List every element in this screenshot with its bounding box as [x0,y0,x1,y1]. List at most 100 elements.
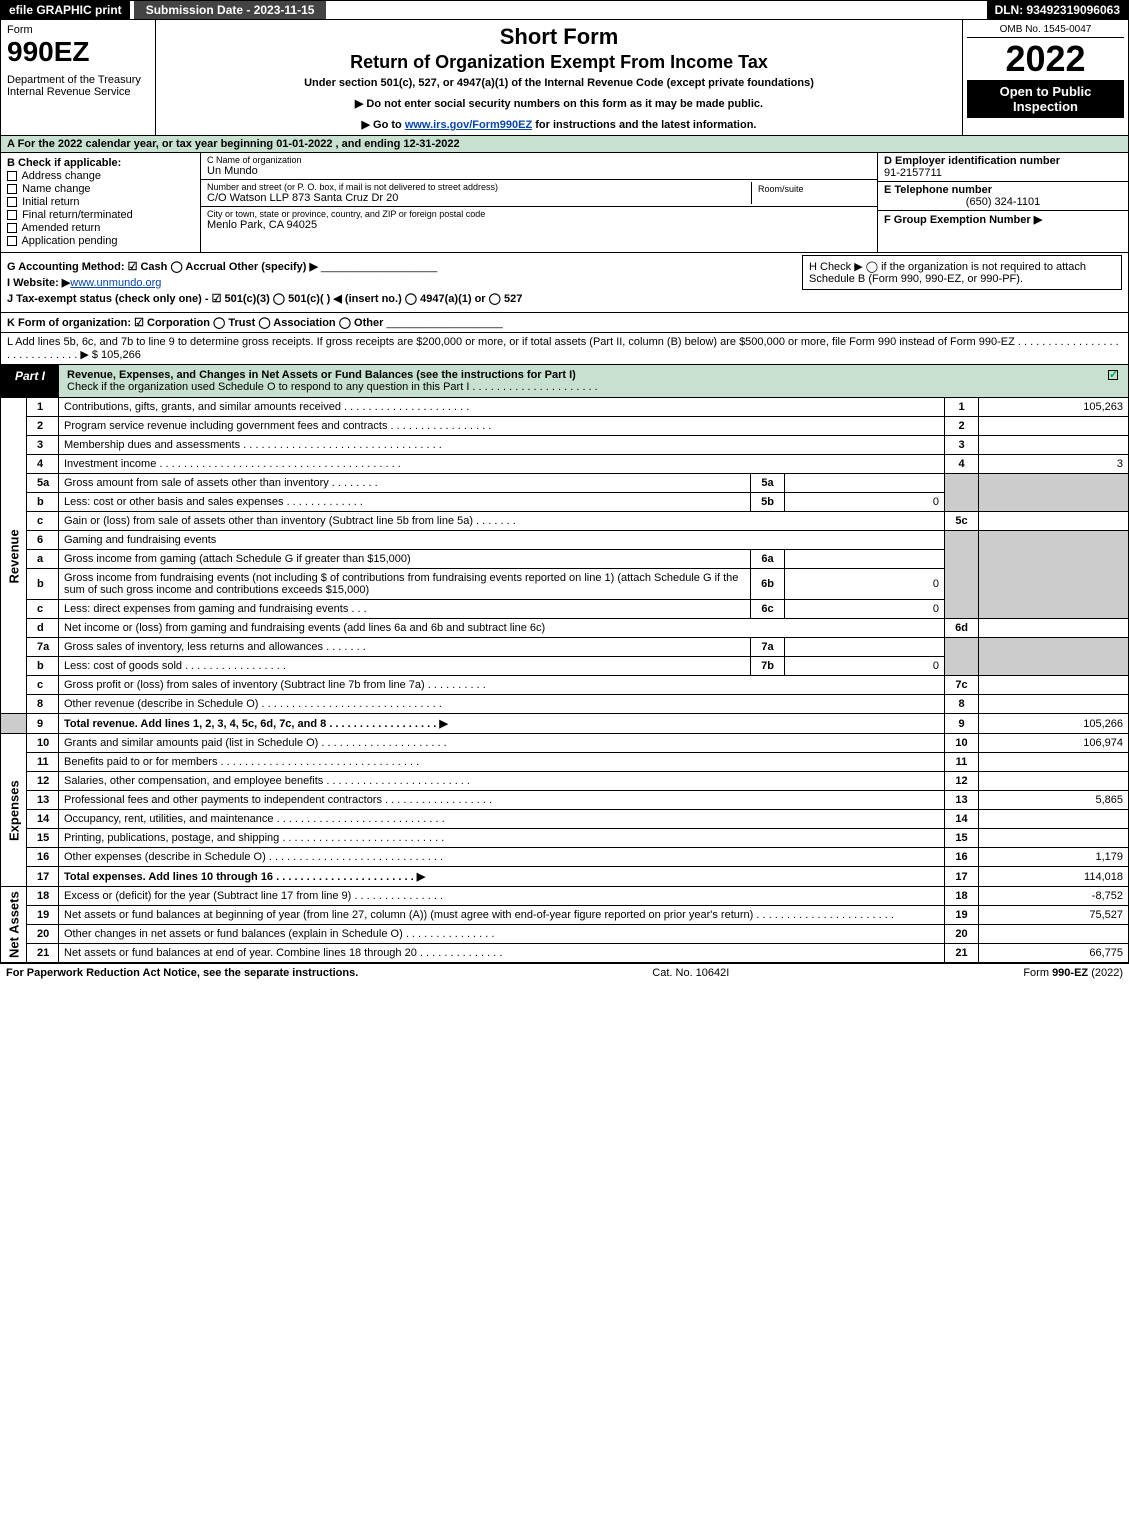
year-block: OMB No. 1545-0047 2022 Open to Public In… [963,20,1128,135]
line19-desc: Net assets or fund balances at beginning… [64,909,753,921]
line6d-desc: Net income or (loss) from gaming and fun… [59,619,945,638]
b-label: B Check if applicable: [7,157,121,169]
line21-value: 66,775 [979,944,1129,963]
chk-final-return[interactable]: Final return/terminated [7,209,194,221]
form-header: Form 990EZ Department of the Treasury In… [0,20,1129,136]
line5a-desc: Gross amount from sale of assets other t… [64,477,329,489]
f-group-label: F Group Exemption Number ▶ [884,214,1042,226]
chk-application-pending[interactable]: Application pending [7,235,194,247]
line5b-value: 0 [785,493,945,512]
line-j: J Tax-exempt status (check only one) - ☑… [7,292,1122,305]
line-h: H Check ▶ ◯ if the organization is not r… [802,255,1122,290]
line12-desc: Salaries, other compensation, and employ… [64,775,323,787]
line5c-desc: Gain or (loss) from sale of assets other… [64,515,473,527]
part1-tab: Part I [1,365,59,397]
line8-desc: Other revenue (describe in Schedule O) [64,698,258,710]
part1-title: Revenue, Expenses, and Changes in Net As… [59,365,1100,397]
line7b-desc: Less: cost of goods sold [64,660,182,672]
line7a-desc: Gross sales of inventory, less returns a… [64,641,323,653]
irs-link[interactable]: www.irs.gov/Form990EZ [405,119,532,131]
website-link[interactable]: www.unmundo.org [70,277,161,289]
short-form-title: Short Form [164,24,954,50]
line6c-value: 0 [785,600,945,619]
chk-name-change[interactable]: Name change [7,183,194,195]
gross-receipts-value: 105,266 [101,349,141,361]
topbar: efile GRAPHIC print Submission Date - 20… [0,0,1129,20]
part1-table: Revenue 1 Contributions, gifts, grants, … [0,398,1129,963]
subtitle: Under section 501(c), 527, or 4947(a)(1)… [164,77,954,89]
efile-print-label[interactable]: efile GRAPHIC print [1,1,130,19]
main-title: Return of Organization Exempt From Incom… [164,52,954,73]
line13-value: 5,865 [979,791,1129,810]
line9-value: 105,266 [979,714,1129,734]
org-address: C/O Watson LLP 873 Santa Cruz Dr 20 [207,192,751,204]
col-c-org-info: C Name of organization Un Mundo Number a… [201,153,878,252]
line18-desc: Excess or (deficit) for the year (Subtra… [64,890,351,902]
line9-desc: Total revenue. Add lines 1, 2, 3, 4, 5c,… [64,718,448,730]
line20-desc: Other changes in net assets or fund bala… [64,928,403,940]
line4-value: 3 [979,455,1129,474]
line6-desc: Gaming and fundraising events [59,531,945,550]
side-net-assets: Net Assets [1,887,27,963]
line10-desc: Grants and similar amounts paid (list in… [64,737,318,749]
footer-left: For Paperwork Reduction Act Notice, see … [6,967,358,979]
chk-initial-return[interactable]: Initial return [7,196,194,208]
line10-value: 106,974 [979,734,1129,753]
c-addr-label: Number and street (or P. O. box, if mail… [207,182,751,192]
line15-desc: Printing, publications, postage, and shi… [64,832,279,844]
form-label: Form [7,24,149,36]
omb-number: OMB No. 1545-0047 [967,22,1124,38]
inspection-badge: Open to Public Inspection [967,80,1124,118]
line14-desc: Occupancy, rent, utilities, and maintena… [64,813,274,825]
col-def: D Employer identification number 91-2157… [878,153,1128,252]
dln-number: DLN: 93492319096063 [987,1,1128,19]
line16-desc: Other expenses (describe in Schedule O) [64,851,266,863]
tax-year: 2022 [967,38,1124,80]
line19-value: 75,527 [979,906,1129,925]
phone-value: (650) 324-1101 [884,196,1122,208]
line16-value: 1,179 [979,848,1129,867]
side-expenses: Expenses [1,734,27,887]
line3-desc: Membership dues and assessments [64,439,240,451]
ssn-warning: ▶ Do not enter social security numbers o… [164,97,954,110]
line13-desc: Professional fees and other payments to … [64,794,382,806]
ein-value: 91-2157711 [884,167,942,179]
org-name: Un Mundo [207,165,871,177]
chk-address-change[interactable]: Address change [7,170,194,182]
line1-desc: Contributions, gifts, grants, and simila… [64,401,341,413]
room-suite-label: Room/suite [751,182,871,204]
submission-date: Submission Date - 2023-11-15 [134,1,327,19]
chk-amended-return[interactable]: Amended return [7,222,194,234]
line5b-desc: Less: cost or other basis and sales expe… [64,496,284,508]
col-b-checkboxes: B Check if applicable: Address change Na… [1,153,201,252]
section-ghij: H Check ▶ ◯ if the organization is not r… [0,253,1129,313]
line7c-desc: Gross profit or (loss) from sales of inv… [64,679,425,691]
line-k: K Form of organization: ☑ Corporation ◯ … [0,313,1129,333]
section-bcdef: B Check if applicable: Address change Na… [0,153,1129,253]
line21-desc: Net assets or fund balances at end of ye… [64,947,417,959]
d-ein-label: D Employer identification number [884,155,1060,167]
form-number: 990EZ [7,36,149,68]
line-a: A For the 2022 calendar year, or tax yea… [0,136,1129,153]
line6b-value: 0 [785,569,945,600]
org-city: Menlo Park, CA 94025 [207,219,871,231]
line-l: L Add lines 5b, 6c, and 7b to line 9 to … [0,333,1129,365]
side-revenue: Revenue [1,398,27,714]
department-label: Department of the Treasury Internal Reve… [7,74,149,98]
line7b-value: 0 [785,657,945,676]
footer-form-ref: Form 990-EZ (2022) [1023,967,1123,979]
line6a-desc: Gross income from gaming (attach Schedul… [59,550,751,569]
c-city-label: City or town, state or province, country… [207,209,871,219]
line2-desc: Program service revenue including govern… [64,420,387,432]
line6c-desc: Less: direct expenses from gaming and fu… [64,603,348,615]
c-name-label: C Name of organization [207,155,871,165]
line4-desc: Investment income [64,458,156,470]
goto-instructions: ▶ Go to www.irs.gov/Form990EZ for instru… [164,118,954,131]
line-a-text: A For the 2022 calendar year, or tax yea… [7,138,460,150]
form-title-block: Short Form Return of Organization Exempt… [156,20,963,135]
footer-cat-no: Cat. No. 10642I [358,967,1023,979]
line11-desc: Benefits paid to or for members [64,756,217,768]
part1-header: Part I Revenue, Expenses, and Changes in… [0,365,1129,398]
part1-schedule-o-check[interactable] [1100,365,1128,397]
line17-desc: Total expenses. Add lines 10 through 16 … [64,871,425,883]
